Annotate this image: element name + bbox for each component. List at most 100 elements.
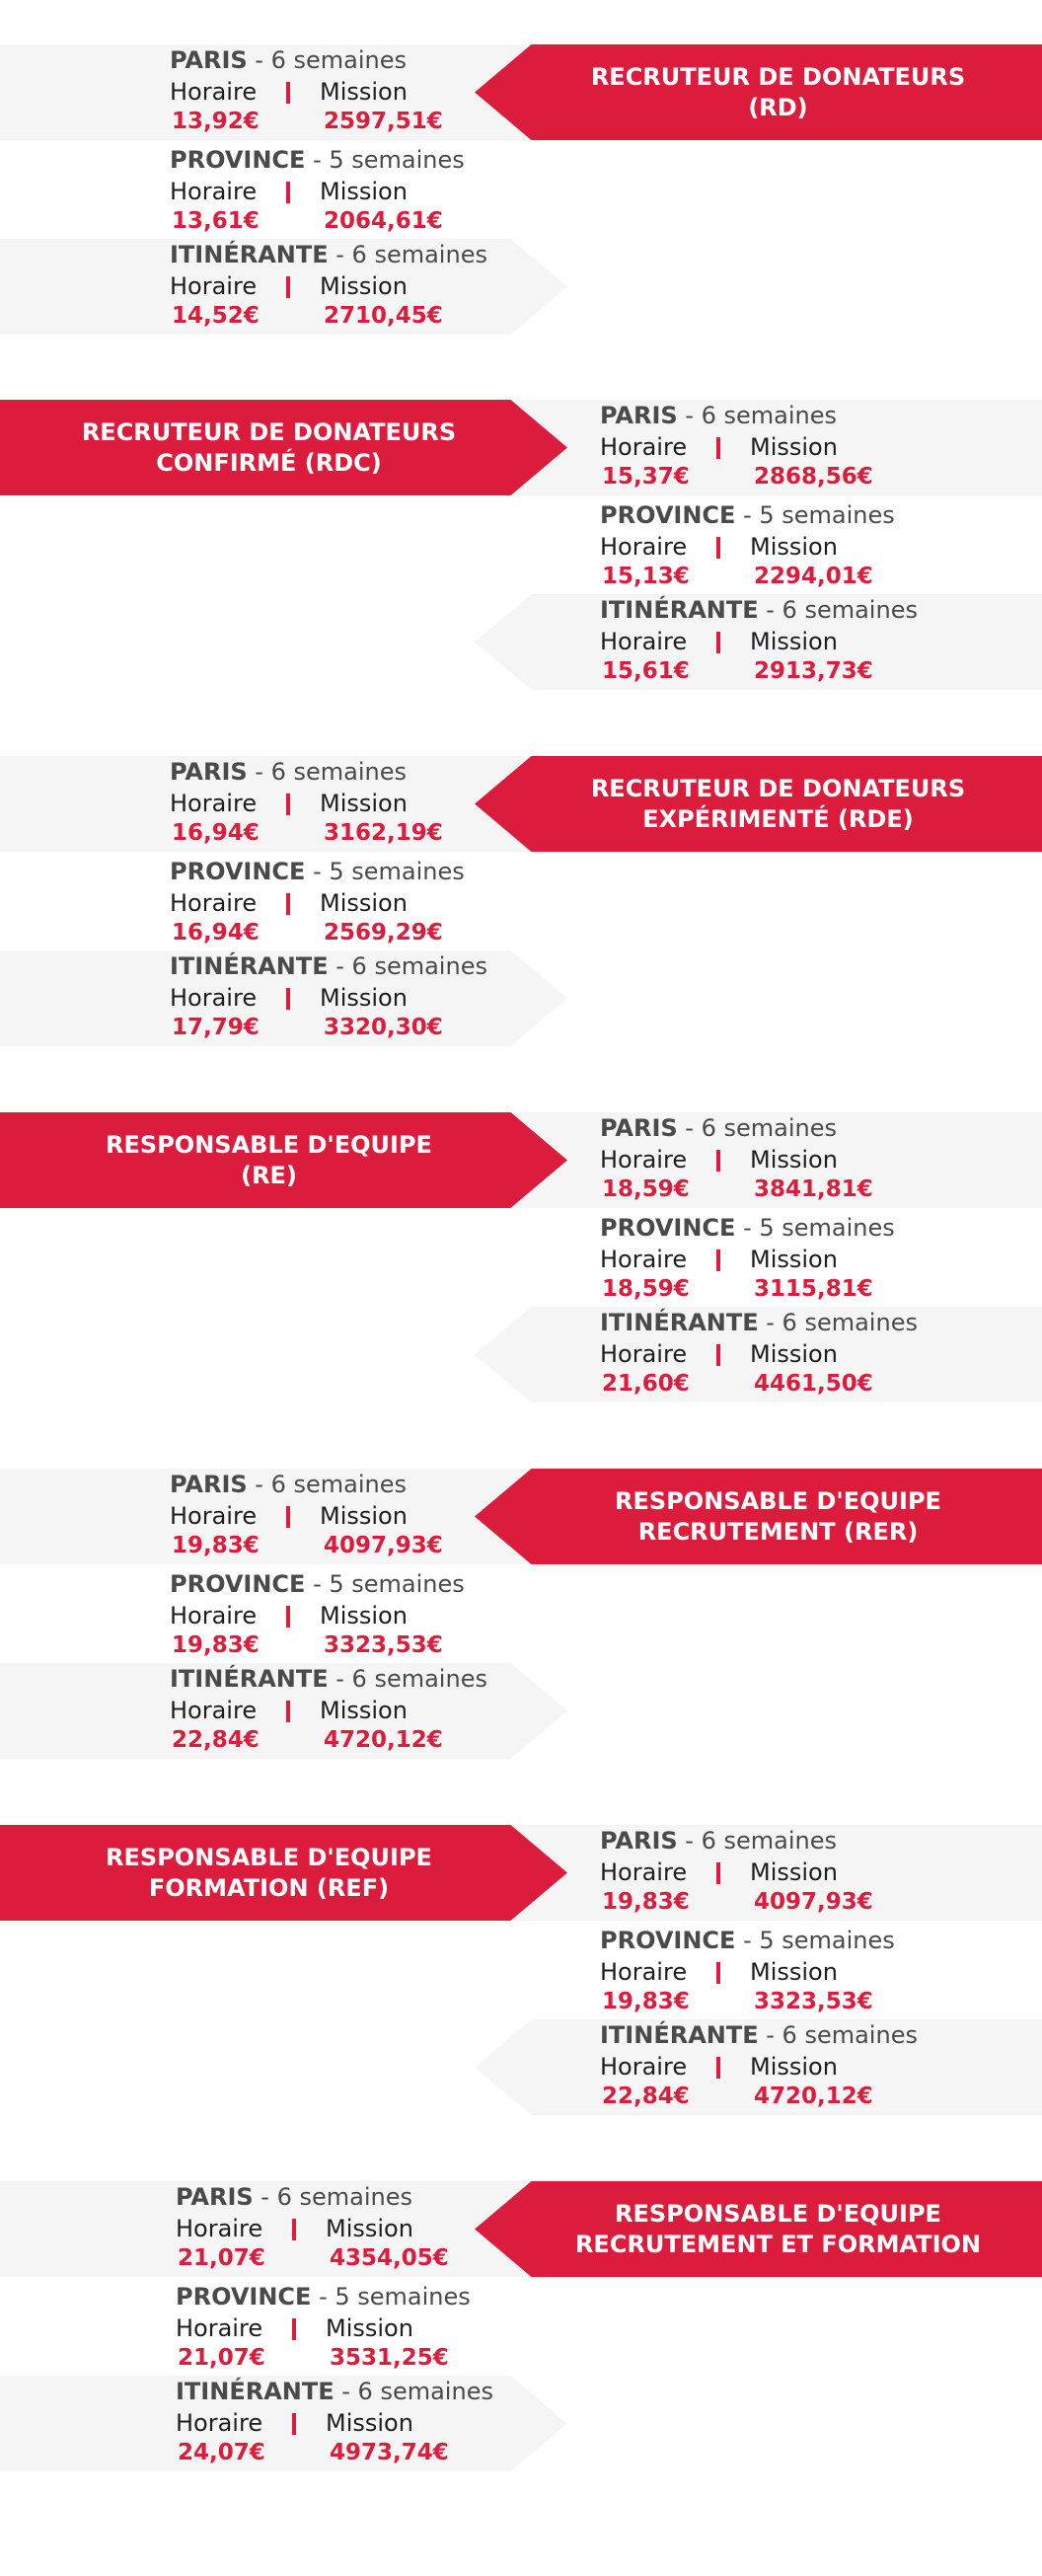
job-title: RESPONSABLE D'EQUIPE RECRUTEMENT ET FORMA… [575, 2199, 981, 2260]
job-title-line: CONFIRMÉ (RDC) [156, 448, 382, 477]
mission-total: 4354,05€ [330, 2245, 449, 2271]
label-horaire: Horaire [170, 78, 258, 106]
row-band [0, 1663, 567, 1759]
label-mission: Mission [750, 628, 838, 655]
job-section: RECRUTEUR DE DONATEURS (RD) PARIS - 6 sema… [0, 44, 1042, 439]
label-mission: Mission [750, 1340, 838, 1368]
label-horaire: Horaire [170, 790, 258, 817]
location-title: PARIS - 6 semaines [600, 1827, 837, 1855]
mission-total: 3323,53€ [754, 1989, 873, 2014]
row-band [475, 400, 1042, 495]
location-title: PARIS - 6 semaines [170, 1471, 407, 1498]
location-block: PARIS - 6 semaines Horaire Mission 13,92€ 25… [170, 44, 564, 140]
location-duration: - 5 semaines [743, 1214, 895, 1242]
label-horaire: Horaire [600, 628, 688, 655]
mission-total: 3841,81€ [754, 1176, 873, 1202]
location-name: PARIS [176, 2183, 254, 2211]
mission-total: 3162,19€ [324, 820, 443, 846]
location-duration: - 5 semaines [743, 1927, 895, 1954]
location-title: ITINÉRANTE - 6 semaines [600, 596, 918, 624]
salary-grid-page: RECRUTEUR DE DONATEURS (RD) PARIS - 6 sema… [0, 44, 1042, 2465]
location-name: PROVINCE [600, 1214, 736, 1242]
label-horaire: Horaire [600, 1340, 688, 1368]
job-title-line: RESPONSABLE D'EQUIPE [106, 1130, 432, 1159]
location-duration: - 5 semaines [313, 146, 465, 174]
label-mission: Mission [320, 790, 408, 817]
column-separator [286, 1606, 290, 1628]
label-horaire: Horaire [170, 1697, 258, 1724]
hourly-rate: 13,61€ [172, 208, 260, 234]
location-duration: - 6 semaines [766, 596, 918, 624]
job-title: RESPONSABLE D'EQUIPE RECRUTEMENT (RER) [615, 1486, 941, 1548]
column-separator [286, 182, 290, 203]
mission-total: 3115,81€ [754, 1276, 873, 1302]
label-horaire: Horaire [176, 2215, 263, 2242]
label-mission: Mission [750, 1246, 838, 1273]
location-name: ITINÉRANTE [170, 952, 329, 980]
job-title: RESPONSABLE D'EQUIPE FORMATION (REF) [106, 1843, 432, 1904]
hourly-rate: 21,07€ [178, 2245, 265, 2271]
location-duration: - 6 semaines [685, 402, 837, 429]
location-duration: - 5 semaines [319, 2283, 471, 2311]
label-mission: Mission [326, 2314, 413, 2342]
location-block: PARIS - 6 semaines Horaire Mission 16,94€ 31… [170, 756, 564, 852]
label-mission: Mission [320, 1602, 408, 1629]
mission-total: 4461,50€ [754, 1371, 873, 1397]
job-title-banner: RESPONSABLE D'EQUIPE (RE) [0, 1112, 567, 1208]
column-separator [716, 1962, 720, 1984]
mission-total: 3531,25€ [330, 2345, 449, 2371]
label-horaire: Horaire [170, 1602, 258, 1629]
hourly-rate: 15,37€ [602, 464, 690, 490]
label-horaire: Horaire [170, 1502, 258, 1530]
row-band [0, 756, 567, 852]
location-title: PARIS - 6 semaines [170, 46, 407, 74]
location-title: PARIS - 6 semaines [176, 2183, 412, 2211]
column-separator [286, 82, 290, 104]
job-title-line: (RE) [241, 1161, 297, 1189]
location-name: PARIS [170, 46, 248, 74]
hourly-rate: 19,83€ [602, 1989, 690, 2014]
column-separator [286, 988, 290, 1010]
location-block: ITINÉRANTE - 6 semaines Horaire Mission 14,… [170, 239, 564, 335]
job-title-line: RECRUTEUR DE DONATEURS [590, 62, 966, 91]
location-title: ITINÉRANTE - 6 semaines [170, 1665, 487, 1693]
column-separator [286, 1701, 290, 1722]
label-horaire: Horaire [600, 533, 688, 561]
location-duration: - 6 semaines [685, 1827, 837, 1855]
location-name: PROVINCE [600, 501, 736, 529]
location-block: PARIS - 6 semaines Horaire Mission 19,83€ 40… [600, 1825, 995, 1921]
hourly-rate: 21,60€ [602, 1371, 690, 1397]
row-band [475, 1825, 1042, 1921]
location-title: PROVINCE - 5 semaines [170, 858, 465, 885]
label-mission: Mission [320, 889, 408, 917]
column-separator [716, 437, 720, 459]
location-name: ITINÉRANTE [170, 1665, 329, 1693]
location-title: ITINÉRANTE - 6 semaines [600, 2021, 918, 2049]
column-separator [286, 893, 290, 915]
job-section: RESPONSABLE D'EQUIPE RECRUTEMENT (RER) PAR… [0, 1469, 1042, 1863]
location-duration: - 6 semaines [260, 2183, 412, 2211]
label-horaire: Horaire [600, 2053, 688, 2081]
label-horaire: Horaire [170, 889, 258, 917]
mission-total: 4097,93€ [754, 1889, 873, 1915]
job-title: RECRUTEUR DE DONATEURS (RD) [591, 62, 965, 123]
job-title-banner: RESPONSABLE D'EQUIPE RECRUTEMENT (RER) [475, 1469, 1042, 1564]
location-block: PROVINCE - 5 semaines Horaire Mission 16,94… [170, 856, 564, 951]
location-name: PARIS [170, 758, 248, 786]
label-mission: Mission [326, 2215, 413, 2242]
location-name: ITINÉRANTE [600, 1309, 759, 1336]
mission-total: 2868,56€ [754, 464, 873, 490]
location-block: PROVINCE - 5 semaines Horaire Mission 13,61… [170, 144, 564, 240]
location-name: PROVINCE [170, 1570, 306, 1598]
column-separator [716, 1862, 720, 1884]
job-title-line: RESPONSABLE D'EQUIPE [615, 1486, 941, 1515]
location-name: PROVINCE [176, 2283, 312, 2311]
column-separator [292, 2219, 296, 2240]
job-title-line: RESPONSABLE D'EQUIPE [106, 1843, 432, 1871]
job-section: RESPONSABLE D'EQUIPE FORMATION (REF) PARIS… [0, 1825, 1042, 2220]
label-horaire: Horaire [600, 1246, 688, 1273]
job-title-line: RECRUTEMENT (RER) [637, 1517, 919, 1546]
job-title-banner: RECRUTEUR DE DONATEURS CONFIRMÉ (RDC) [0, 400, 567, 495]
label-horaire: Horaire [170, 272, 258, 300]
row-band [0, 1469, 567, 1564]
